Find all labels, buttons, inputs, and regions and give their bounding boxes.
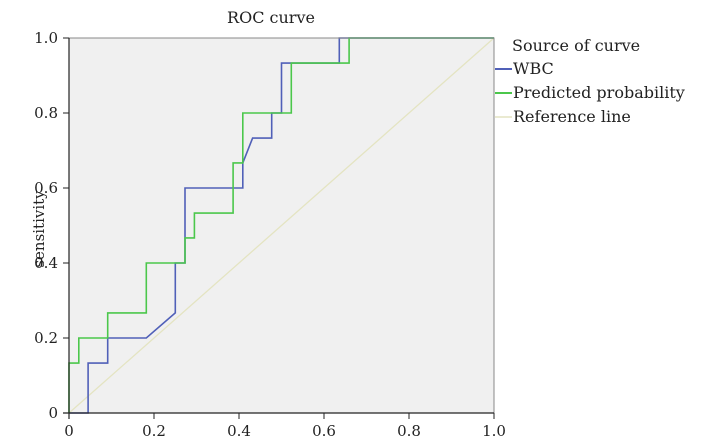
x-tick-label: 0.4: [227, 422, 251, 440]
plot-frame: [69, 37, 495, 413]
x-tick-label: 0.2: [142, 422, 166, 440]
legend: Source of curve WBC Predicted probability…: [495, 36, 685, 126]
legend-label-wbc: WBC: [513, 59, 554, 78]
y-tick-label: 0.4: [34, 254, 58, 272]
series-layer: [68, 37, 494, 414]
y-axis-label: sensitivity: [30, 190, 48, 268]
y-tick-label: 0.2: [34, 329, 58, 347]
series-line-predicted-probability: [68, 37, 494, 413]
legend-label-predicted-probability: Predicted probability: [513, 83, 685, 102]
series-line-reference-line: [68, 37, 495, 414]
reference-line-layer: [68, 37, 495, 414]
series-line-wbc: [69, 37, 494, 414]
axes-layer: 0 0.2 0.4 0.6 0.8 1.0 0 0.2 0.4 0.6 0.8 1.0: [34, 29, 506, 440]
x-tick-label: 0: [64, 422, 74, 440]
y-tick-label: 1.0: [34, 29, 58, 47]
x-tick-label: 0.6: [312, 422, 336, 440]
legend-label-reference-line: Reference line: [513, 107, 631, 126]
x-tick-label: 1.0: [482, 422, 506, 440]
y-tick-label: 0: [48, 404, 58, 422]
y-tick-label: 0.6: [34, 179, 58, 197]
chart-title: ROC curve: [227, 8, 315, 27]
legend-title: Source of curve: [512, 36, 640, 55]
x-tick-label: 0.8: [397, 422, 421, 440]
y-tick-label: 0.8: [34, 104, 58, 122]
